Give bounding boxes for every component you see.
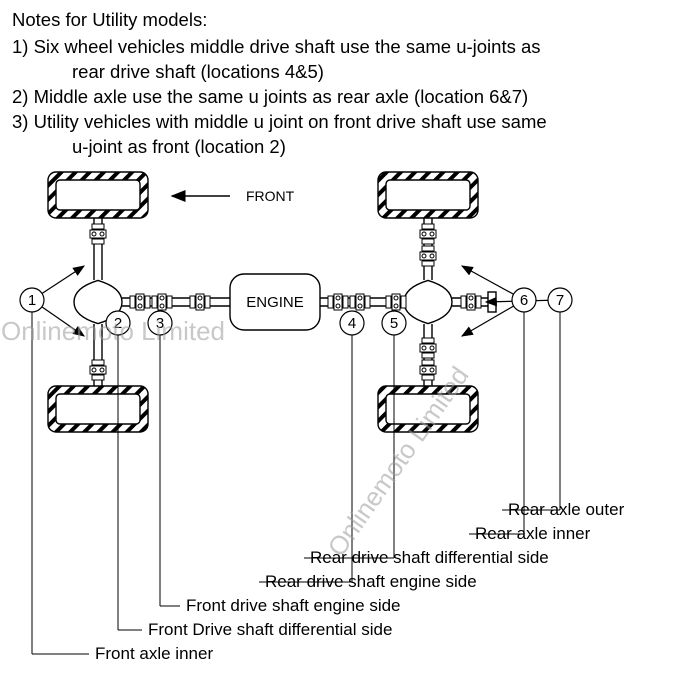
note-3a: 3) Utility vehicles with middle u joint … xyxy=(12,110,688,135)
callout-number: 4 xyxy=(348,315,356,332)
note-1b: rear drive shaft (locations 4&5) xyxy=(12,60,688,85)
ujoint-icon xyxy=(420,246,436,266)
drivetrain-diagram: ENGINEFRONT1234567Rear axle outerRear ax… xyxy=(0,160,700,700)
ujoint-icon xyxy=(350,294,370,310)
callout-label: Front drive shaft engine side xyxy=(186,596,401,615)
note-1a: 1) Six wheel vehicles middle drive shaft… xyxy=(12,35,688,60)
engine-label: ENGINE xyxy=(246,294,304,311)
ujoint-icon xyxy=(90,224,106,244)
ujoint-icon xyxy=(130,294,150,310)
watermark-text: Onlinemoto Limited xyxy=(1,316,225,346)
ujoint-icon xyxy=(420,224,436,244)
callout-number: 5 xyxy=(390,315,398,332)
front-label: FRONT xyxy=(246,188,295,204)
note-3b: u-joint as front (location 2) xyxy=(12,135,688,160)
callout-label: Front axle inner xyxy=(95,644,213,663)
ujoint-icon xyxy=(328,294,348,310)
differential-icon xyxy=(404,280,452,323)
ujoint-icon xyxy=(386,294,406,310)
callout-number: 7 xyxy=(556,292,564,309)
callout-label: Front Drive shaft differential side xyxy=(148,620,392,639)
ujoint-icon xyxy=(420,338,436,358)
callout-number: 6 xyxy=(520,292,528,309)
callout-label: Rear axle inner xyxy=(475,524,591,543)
note-2: 2) Middle axle use the same u joints as … xyxy=(12,85,688,110)
callout-label: Rear axle outer xyxy=(508,500,625,519)
ujoint-icon xyxy=(420,360,436,380)
ujoint-icon xyxy=(190,294,210,310)
ujoint-icon xyxy=(90,360,106,380)
callout-number: 1 xyxy=(28,292,36,309)
notes-block: Notes for Utility models: 1) Six wheel v… xyxy=(0,0,700,164)
ujoint-icon xyxy=(152,294,172,310)
callout-label: Rear drive shaft engine side xyxy=(265,572,477,591)
notes-title: Notes for Utility models: xyxy=(12,8,688,33)
ujoint-icon xyxy=(461,294,481,310)
diagram-svg: ENGINEFRONT1234567Rear axle outerRear ax… xyxy=(0,160,700,700)
